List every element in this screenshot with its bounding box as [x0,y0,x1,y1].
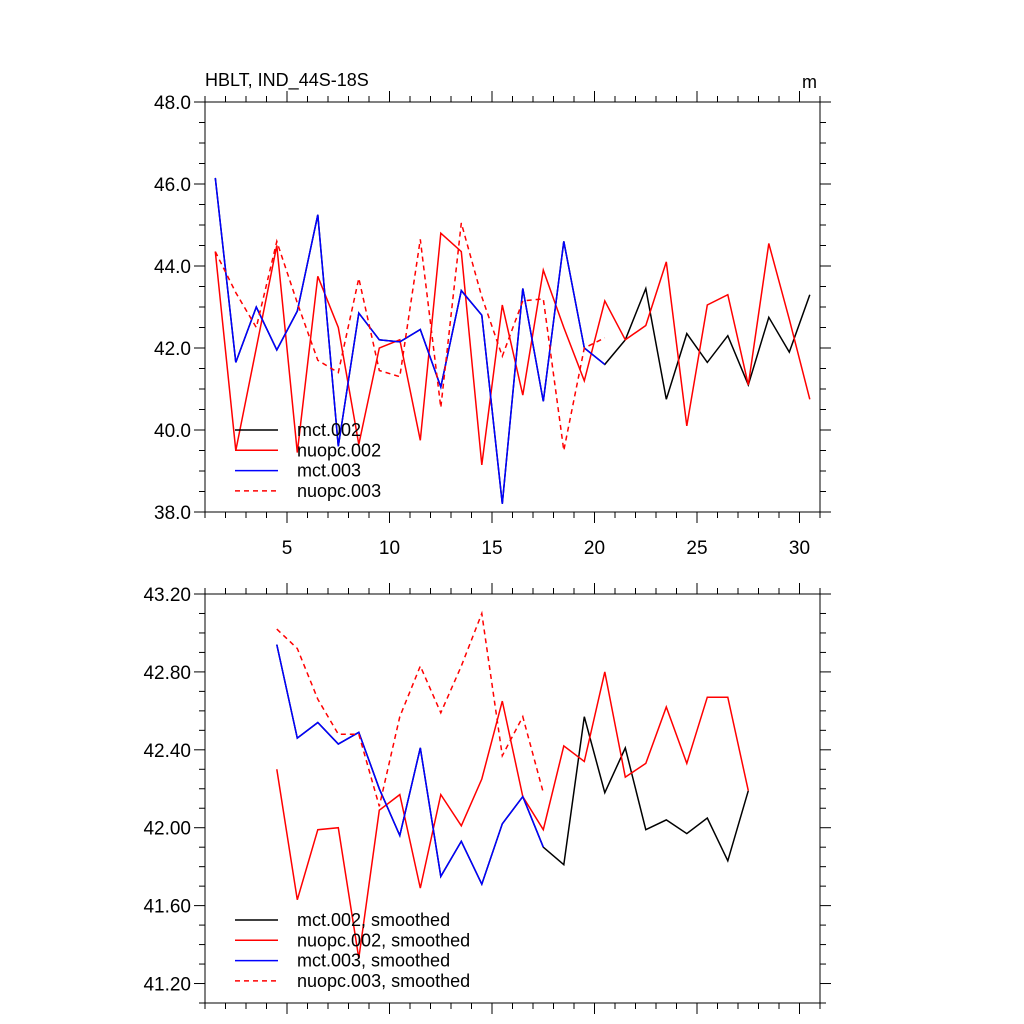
x-tick-label: 20 [584,538,605,559]
legend-label: nuopc.002 [297,440,381,460]
y-tick-label: 42.40 [143,741,191,762]
legend-label: nuopc.002, smoothed [297,930,470,950]
y-tick-label: 42.80 [143,663,191,684]
y-tick-label: 42.0 [154,339,191,360]
legend-label: mct.002, smoothed [297,910,450,930]
y-tick-label: 48.0 [154,93,191,114]
units-label: m [802,72,817,92]
series-line-3 [276,644,544,887]
panel-1: 38.0 40.0 42.0 44.0 46.0 48.0 5 10 15 20 25 30 HBLT,… [154,70,831,559]
panel-2: 41.20 41.60 42.00 42.40 42.80 43.20 mct.002, s… [143,583,831,1014]
legend-label: nuopc.003, smoothed [297,971,470,991]
series-line-1 [276,644,750,887]
y-tick-label: 40.0 [154,421,191,442]
chart-title: HBLT, IND_44S-18S [205,70,369,91]
y-tick-label: 38.0 [154,503,191,524]
series-line-4 [214,222,606,451]
legend-label: mct.003, smoothed [297,951,450,971]
series-line-4 [276,610,545,807]
x-tick-label: 10 [379,538,400,559]
y-tick-label: 46.0 [154,175,191,196]
y-tick-label: 41.20 [143,975,191,996]
legend-label: nuopc.003 [297,481,381,501]
series-line-3 [214,177,606,504]
legend-label: mct.002 [297,420,361,440]
y-tick-label: 41.60 [143,897,191,918]
x-tick-label: 5 [282,538,293,559]
y-tick-label: 42.00 [143,819,191,840]
y-tick-label: 44.0 [154,257,191,278]
y-tick-label: 43.20 [143,585,191,606]
x-tick-label: 25 [686,538,707,559]
legend-label: mct.003 [297,461,361,481]
series-line-2 [214,231,811,465]
series-line-2 [276,671,750,959]
x-tick-label: 30 [789,538,810,559]
x-tick-label: 15 [481,538,502,559]
